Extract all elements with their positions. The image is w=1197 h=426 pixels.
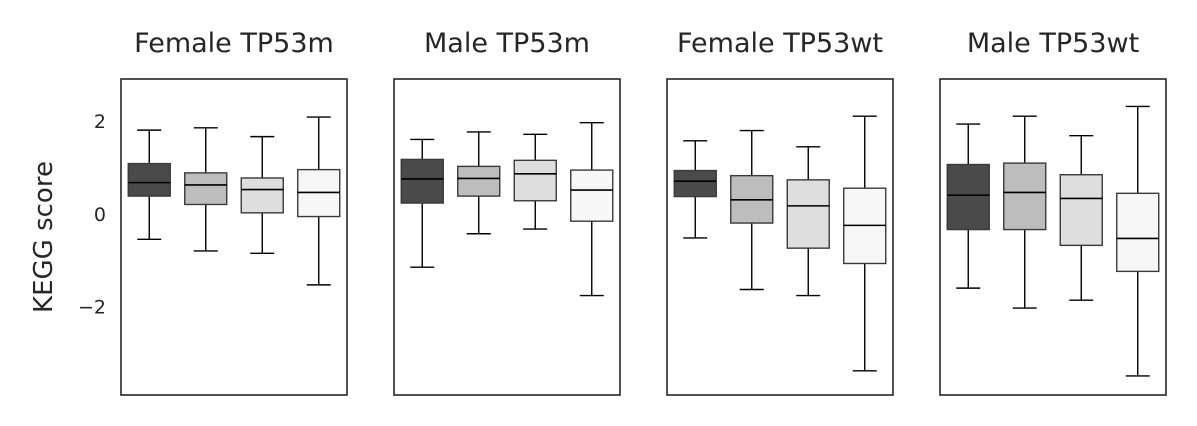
panel-title: Female TP53m: [134, 28, 334, 59]
box: [400, 138, 444, 268]
box: [570, 121, 614, 297]
box: [240, 135, 284, 254]
y-tick-label: 2: [94, 111, 106, 133]
panel-title: Female TP53wt: [677, 28, 883, 59]
box: [1059, 134, 1103, 301]
box-body: [1003, 162, 1047, 231]
box: [513, 133, 557, 230]
box: [946, 123, 990, 289]
panel-frame: [666, 78, 894, 396]
panel-frame: [120, 78, 348, 396]
box: [673, 140, 717, 239]
y-tick-label: −2: [78, 297, 106, 319]
box: [843, 115, 887, 372]
box: [457, 131, 501, 235]
box: [127, 129, 171, 241]
box: [730, 129, 774, 291]
panel: Female TP53wt: [666, 28, 894, 396]
box-body: [240, 177, 284, 214]
box-body: [673, 169, 717, 198]
box: [297, 116, 341, 286]
box-body: [1116, 192, 1160, 273]
box-body: [946, 163, 990, 231]
panel: Female TP53m: [120, 28, 348, 396]
panel-frame: [393, 78, 621, 396]
panel-title: Male TP53wt: [967, 28, 1139, 59]
box-body: [786, 179, 830, 249]
box-body: [400, 158, 444, 204]
box: [1116, 105, 1160, 377]
box-body: [184, 172, 228, 206]
box-body: [513, 159, 557, 202]
y-axis-label: KEGG score: [29, 161, 59, 313]
panel-title: Male TP53m: [424, 28, 590, 59]
box: [1003, 115, 1047, 309]
box-body: [457, 165, 501, 197]
box: [184, 127, 228, 252]
panel-frame: [939, 78, 1167, 396]
y-axis-ticks: 2 0 −2: [78, 111, 106, 319]
box: [786, 146, 830, 297]
box-body: [127, 162, 171, 197]
box-body: [570, 169, 614, 222]
y-tick-label: 0: [94, 204, 106, 226]
panel: Male TP53m: [393, 28, 621, 396]
box-body: [1059, 174, 1103, 247]
panels: Female TP53m Male TP53m Female TP53wt Male …: [120, 28, 1167, 396]
panel: Male TP53wt: [939, 28, 1167, 396]
